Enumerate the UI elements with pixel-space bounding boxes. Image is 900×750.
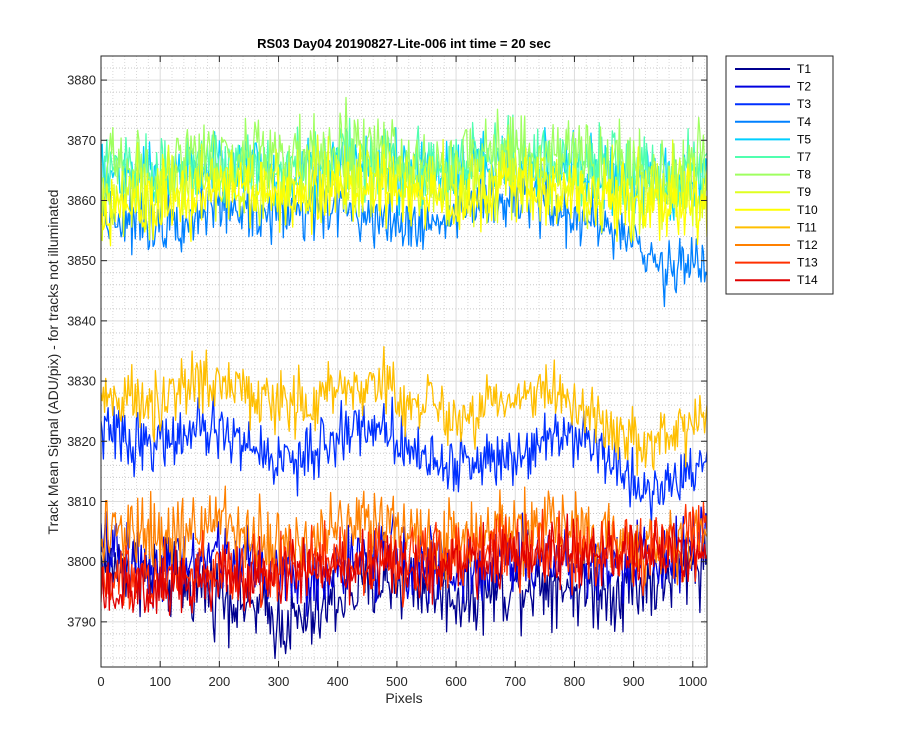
series-line-t10	[101, 144, 707, 247]
legend: T1 T2 T3 T4 T5 T7 T8 T9 T10 T11 T12 T13 T14	[725, 55, 834, 295]
x-tick-label: 900	[623, 674, 645, 689]
legend-label-t4: T4	[797, 115, 811, 129]
legend-label-t5: T5	[797, 132, 811, 146]
x-tick-label: 200	[209, 674, 231, 689]
series-line-t14	[101, 513, 707, 616]
series-line-t12	[101, 485, 707, 587]
x-tick-label: 300	[268, 674, 290, 689]
y-tick-label: 3860	[67, 193, 96, 208]
legend-label-t1: T1	[797, 62, 811, 76]
y-tick-label: 3800	[67, 554, 96, 569]
y-axis-title: Track Mean Signal (ADU/pix) - for tracks…	[45, 190, 61, 535]
legend-label-t8: T8	[797, 168, 811, 182]
y-tick-label: 3870	[67, 133, 96, 148]
series-line-t11	[101, 346, 707, 476]
legend-label-t7: T7	[797, 150, 811, 164]
x-axis-ticks: 0 100 200 300 400 500 600 700 800 900 1000	[97, 56, 707, 689]
x-tick-label: 600	[445, 674, 467, 689]
x-tick-label: 800	[564, 674, 586, 689]
series-layer	[101, 96, 707, 660]
y-tick-label: 3830	[67, 374, 96, 389]
y-axis-ticks: 3790 3800 3810 3820 3830 3840 3850 3860 3870 3880	[67, 73, 707, 629]
y-tick-label: 3820	[67, 434, 96, 449]
x-tick-label: 500	[386, 674, 408, 689]
x-axis-title: Pixels	[385, 690, 422, 706]
chart-title: RS03 Day04 20190827-Lite-006 int time = …	[257, 36, 551, 51]
legend-label-t10: T10	[797, 203, 818, 217]
legend-label-t11: T11	[797, 220, 817, 234]
x-tick-label: 700	[504, 674, 526, 689]
legend-label-t3: T3	[797, 97, 811, 111]
legend-label-t9: T9	[797, 185, 811, 199]
y-tick-label: 3790	[67, 614, 96, 629]
legend-label-t13: T13	[797, 256, 818, 270]
y-tick-label: 3840	[67, 313, 96, 328]
series-line-t3	[101, 393, 707, 525]
legend-label-t2: T2	[797, 80, 811, 94]
y-tick-label: 3810	[67, 494, 96, 509]
y-tick-label: 3850	[67, 253, 96, 268]
y-tick-label: 3880	[67, 73, 96, 88]
x-tick-label: 100	[149, 674, 171, 689]
legend-label-t14: T14	[797, 273, 818, 287]
plot-area-frame	[100, 55, 708, 668]
x-tick-label: 1000	[678, 674, 707, 689]
legend-label-t12: T12	[797, 238, 818, 252]
x-tick-label: 0	[97, 674, 104, 689]
x-tick-label: 400	[327, 674, 349, 689]
